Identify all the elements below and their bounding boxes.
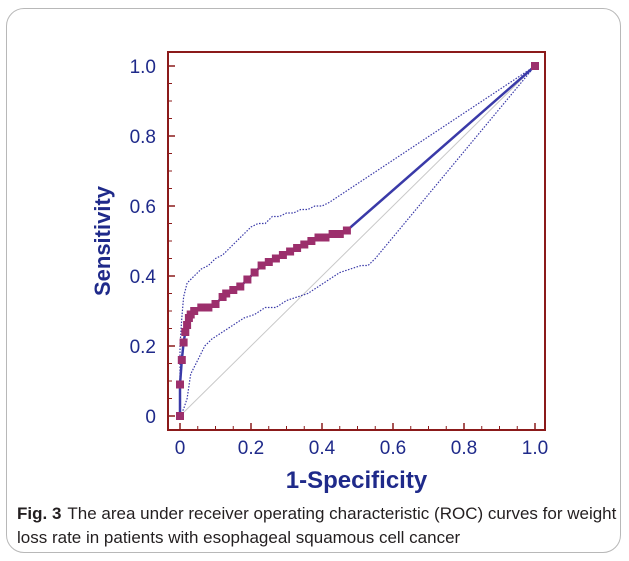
y-tick-label: 0 [145,407,156,428]
roc-point-marker [197,303,206,312]
roc-point-marker [271,254,280,263]
roc-point-marker [314,233,323,242]
roc-point-marker [190,307,199,315]
figure-frame [6,8,621,553]
roc-point-marker [179,338,188,347]
roc-marker-layer [176,62,539,420]
roc-point-marker [250,268,259,277]
y-tick-label: 0.4 [130,267,157,288]
roc-point-marker [176,412,184,420]
roc-point-marker [176,380,184,389]
roc-point-marker [222,289,231,298]
ci-lower-line [179,65,536,417]
x-tick-label: 1.0 [522,438,548,459]
roc-point-marker [293,244,302,252]
y-axis-label: Sensitivity [90,185,115,296]
roc-point-marker [342,226,351,235]
roc-point-marker [177,356,186,364]
x-tick-label: 0.2 [238,438,264,459]
x-tick-label: 0.8 [451,438,477,459]
roc-chart: 0 0.2 0.4 0.6 0.8 1.0 0 0.2 0.4 0.6 0.8 1.0 1-Speci… [90,51,549,494]
caption-text: The area under receiver operating charac… [17,504,617,547]
x-tick-label: 0.4 [309,438,336,459]
y-tick-label: 0.6 [130,197,156,218]
roc-point-marker [211,300,220,308]
roc-point-marker [321,233,330,242]
plot-area-border [167,51,546,431]
ci-upper-line [179,65,536,416]
roc-point-marker [335,230,344,238]
y-tick-label: 1.0 [130,57,156,78]
roc-point-marker [264,258,273,266]
roc-point-marker [257,261,266,270]
roc-point-marker [236,282,245,291]
x-tick-label: 0.6 [380,438,406,459]
roc-point-marker [243,275,252,284]
roc-point-marker [300,240,309,249]
figure-label: Fig. 3 [17,504,62,523]
roc-point-marker [307,237,316,245]
x-axis-label: 1-Specificity [286,467,428,494]
roc-point-marker [531,62,539,70]
roc-point-marker [286,247,295,256]
x-tick-label: 0 [175,438,186,459]
roc-point-marker [328,230,337,238]
roc-point-marker [278,251,287,259]
reference-diagonal-line [179,65,536,417]
axis-ticks: 0 0.2 0.4 0.6 0.8 1.0 0 0.2 0.4 0.6 0.8 1.0 [130,57,549,459]
reference-line-layer [179,65,536,417]
roc-point-marker [204,303,213,312]
roc-point-marker [229,286,238,294]
roc-point-marker [183,321,192,329]
figure-caption: Fig. 3 The area under receiver operating … [17,502,617,550]
y-tick-label: 0.8 [130,127,156,148]
confidence-interval-layer [179,65,536,417]
roc-point-marker [181,328,190,336]
y-tick-label: 0.2 [130,337,156,358]
